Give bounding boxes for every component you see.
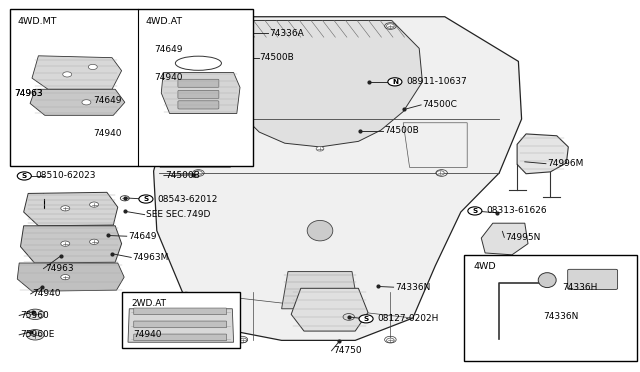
Circle shape xyxy=(195,171,202,175)
Text: 4WD.AT: 4WD.AT xyxy=(145,17,182,26)
Text: 74995N: 74995N xyxy=(506,233,541,242)
Text: S: S xyxy=(143,196,148,202)
Circle shape xyxy=(17,172,31,180)
Circle shape xyxy=(63,72,72,77)
Circle shape xyxy=(61,241,70,246)
Text: 75960: 75960 xyxy=(20,311,49,320)
Circle shape xyxy=(26,309,44,320)
Circle shape xyxy=(82,100,91,105)
Text: 08543-62012: 08543-62012 xyxy=(157,195,218,203)
Circle shape xyxy=(61,206,70,211)
Text: 74500B: 74500B xyxy=(165,171,200,180)
Circle shape xyxy=(436,171,444,175)
Polygon shape xyxy=(128,309,234,342)
Text: 75960E: 75960E xyxy=(20,330,55,339)
Polygon shape xyxy=(20,226,122,263)
Text: 08911-10637: 08911-10637 xyxy=(406,77,467,86)
FancyBboxPatch shape xyxy=(178,101,219,109)
Text: 74500C: 74500C xyxy=(422,100,457,109)
Circle shape xyxy=(26,330,44,340)
FancyBboxPatch shape xyxy=(134,334,227,341)
Text: 74940: 74940 xyxy=(32,289,61,298)
Text: 74336N: 74336N xyxy=(543,312,578,321)
FancyBboxPatch shape xyxy=(134,321,227,328)
Circle shape xyxy=(239,338,247,343)
Circle shape xyxy=(139,195,153,203)
Text: 08127-0202H: 08127-0202H xyxy=(378,314,439,323)
Text: S: S xyxy=(472,208,477,214)
Text: 74500B: 74500B xyxy=(259,53,294,62)
Circle shape xyxy=(387,338,394,343)
Circle shape xyxy=(316,147,324,151)
Text: 74336H: 74336H xyxy=(562,283,597,292)
Text: 74940: 74940 xyxy=(93,129,122,138)
Polygon shape xyxy=(10,9,253,166)
Text: 74649: 74649 xyxy=(128,232,157,241)
Text: SEE SEC.749D: SEE SEC.749D xyxy=(146,210,211,219)
Circle shape xyxy=(239,24,247,28)
FancyBboxPatch shape xyxy=(178,90,219,99)
Polygon shape xyxy=(17,263,124,291)
Text: 74336N: 74336N xyxy=(395,283,430,292)
Circle shape xyxy=(90,239,99,244)
Text: 74940: 74940 xyxy=(154,73,183,81)
Polygon shape xyxy=(221,20,422,147)
Text: 4WD: 4WD xyxy=(474,262,496,271)
FancyBboxPatch shape xyxy=(134,308,227,315)
Ellipse shape xyxy=(538,273,556,288)
Text: 74963: 74963 xyxy=(14,89,43,98)
Ellipse shape xyxy=(307,220,333,241)
FancyBboxPatch shape xyxy=(568,269,618,289)
Text: 74940: 74940 xyxy=(133,330,162,339)
Text: S: S xyxy=(22,173,27,179)
Polygon shape xyxy=(154,17,522,340)
Text: S: S xyxy=(364,316,369,322)
Text: 74649: 74649 xyxy=(93,96,122,105)
Text: 74996M: 74996M xyxy=(547,159,584,168)
Polygon shape xyxy=(282,272,358,309)
Text: 74750: 74750 xyxy=(333,346,362,355)
Text: N: N xyxy=(392,79,398,85)
Polygon shape xyxy=(30,89,125,115)
Circle shape xyxy=(90,202,99,207)
Text: 74336A: 74336A xyxy=(269,29,303,38)
Polygon shape xyxy=(481,223,528,255)
Text: 4WD.MT: 4WD.MT xyxy=(17,17,57,26)
Text: 74963: 74963 xyxy=(45,264,74,273)
Circle shape xyxy=(468,207,482,215)
Circle shape xyxy=(359,315,373,323)
Polygon shape xyxy=(32,56,122,89)
Text: 08510-62023: 08510-62023 xyxy=(36,171,97,180)
Text: 08313-61626: 08313-61626 xyxy=(486,206,547,215)
Polygon shape xyxy=(464,255,637,361)
Text: 2WD.AT: 2WD.AT xyxy=(131,299,166,308)
Text: 74963M: 74963M xyxy=(132,253,169,262)
Polygon shape xyxy=(161,73,240,113)
Text: 74500B: 74500B xyxy=(384,126,419,135)
Text: 74963: 74963 xyxy=(14,89,43,98)
Polygon shape xyxy=(517,134,568,174)
Text: 74649: 74649 xyxy=(154,45,183,54)
Circle shape xyxy=(88,64,97,70)
FancyBboxPatch shape xyxy=(178,79,219,87)
Circle shape xyxy=(388,78,402,86)
Polygon shape xyxy=(24,192,118,226)
Circle shape xyxy=(61,275,70,280)
Circle shape xyxy=(387,24,394,28)
Polygon shape xyxy=(122,292,240,348)
Text: ^7'7 1000R: ^7'7 1000R xyxy=(563,355,609,364)
Polygon shape xyxy=(291,288,368,331)
